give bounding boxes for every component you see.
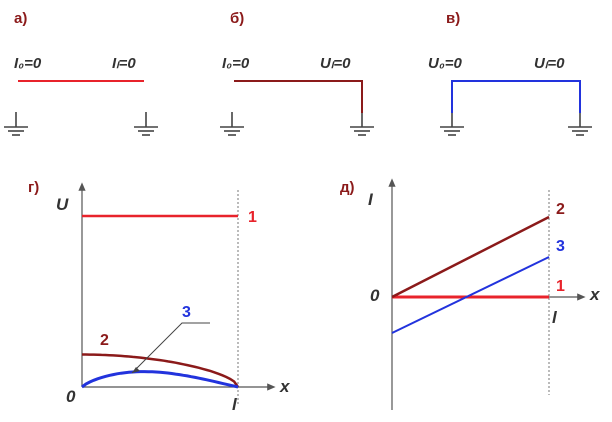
ground-icon <box>220 112 244 136</box>
panel-g-label-3: 3 <box>182 304 191 321</box>
panel-d-title: д) <box>340 179 355 196</box>
panel-a: а) I₀=0 Iₗ=0 <box>4 10 158 136</box>
panel-d-curve-2 <box>391 215 550 299</box>
panel-b: б) I₀=0 Uₗ=0 <box>220 10 374 136</box>
ground-icon <box>568 113 592 136</box>
panel-d-end-mark: l <box>552 308 558 327</box>
panel-d: д) I x 0 l 1 2 3 <box>340 178 601 410</box>
panel-a-right-label: Iₗ=0 <box>112 55 136 72</box>
panel-d-x-label: x <box>589 285 601 304</box>
panel-g: г) U x 0 l 1 2 3 <box>28 179 291 414</box>
panel-b-title: б) <box>230 10 244 27</box>
panel-g-label-1: 1 <box>248 209 257 226</box>
panel-g-title: г) <box>28 179 39 196</box>
panel-b-left-label: I₀=0 <box>222 55 250 72</box>
panel-g-end-mark: l <box>232 395 238 414</box>
ground-icon <box>4 112 28 136</box>
panel-d-label-1: 1 <box>556 278 565 295</box>
panel-g-x-label: x <box>279 377 291 396</box>
ground-icon <box>440 113 464 136</box>
ground-icon <box>134 112 158 136</box>
panel-d-origin: 0 <box>370 286 380 305</box>
panel-b-right-label: Uₗ=0 <box>320 55 351 72</box>
panel-g-curve-2 <box>82 353 240 388</box>
panel-g-label-2: 2 <box>100 332 109 349</box>
ground-icon <box>350 113 374 136</box>
panel-g-callout-3 <box>131 322 210 374</box>
panel-d-curve-3 <box>391 256 550 334</box>
panel-v-line <box>451 80 581 113</box>
panel-g-origin: 0 <box>66 387 76 406</box>
panel-v-right-label: Uₗ=0 <box>534 55 565 72</box>
panel-b-line <box>234 80 363 113</box>
panel-d-label-3: 3 <box>556 238 565 255</box>
panel-g-curve-3 <box>81 370 239 389</box>
panel-a-title: а) <box>14 10 27 27</box>
panel-v-left-label: U₀=0 <box>428 55 463 72</box>
panel-d-label-2: 2 <box>556 201 565 218</box>
callout-arrow-icon <box>132 367 140 373</box>
panel-a-left-label: I₀=0 <box>14 55 42 72</box>
panel-v-title: в) <box>446 10 460 27</box>
panel-v: в) U₀=0 Uₗ=0 <box>428 10 592 136</box>
panel-d-y-label: I <box>368 190 374 209</box>
panel-g-y-label: U <box>56 195 69 214</box>
